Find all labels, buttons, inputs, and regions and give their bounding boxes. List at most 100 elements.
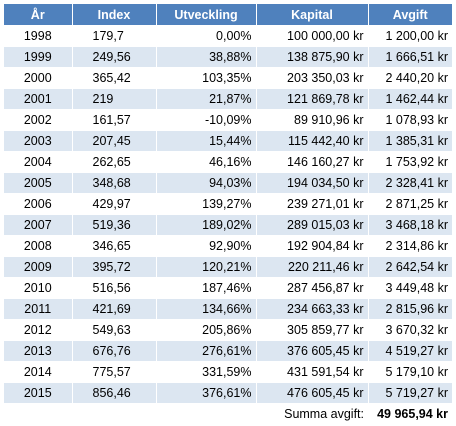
index-cell[interactable]: 346,65 [72, 235, 157, 257]
index-cell[interactable]: 395,72 [72, 256, 157, 278]
header-cell-year[interactable]: År [4, 4, 73, 26]
utveckling-cell[interactable]: 94,03% [156, 172, 257, 194]
utveckling-cell[interactable]: 46,16% [156, 151, 257, 173]
header-cell-index[interactable]: Index [72, 4, 157, 26]
avgift-cell[interactable]: 2 314,86 kr [368, 235, 452, 257]
table-row: 1999 249,56 38,88% 138 875,90 kr 1 666,51 kr [4, 46, 452, 68]
year-cell[interactable]: 2006 [4, 193, 73, 215]
kapital-cell[interactable]: 305 859,77 kr [256, 319, 369, 341]
kapital-cell[interactable]: 146 160,27 kr [256, 151, 369, 173]
avgift-cell[interactable]: 4 519,27 kr [368, 340, 452, 362]
table-row: 2013 676,76 276,61% 376 605,45 kr 4 519,27 k… [4, 340, 452, 362]
index-cell[interactable]: 249,56 [72, 46, 157, 68]
year-cell[interactable]: 2009 [4, 256, 73, 278]
index-cell[interactable]: 365,42 [72, 67, 157, 89]
year-cell[interactable]: 2001 [4, 88, 73, 110]
avgift-cell[interactable]: 1 666,51 kr [368, 46, 452, 68]
index-cell[interactable]: 429,97 [72, 193, 157, 215]
table-row: 1998 179,7 0,00% 100 000,00 kr 1 200,00 kr [4, 25, 452, 47]
avgift-cell[interactable]: 2 871,25 kr [368, 193, 452, 215]
kapital-cell[interactable]: 194 034,50 kr [256, 172, 369, 194]
utveckling-cell[interactable]: 376,61% [156, 382, 257, 404]
kapital-cell[interactable]: 89 910,96 kr [256, 109, 369, 131]
utveckling-cell[interactable]: 276,61% [156, 340, 257, 362]
kapital-cell[interactable]: 239 271,01 kr [256, 193, 369, 215]
index-cell[interactable]: 775,57 [72, 361, 157, 383]
index-cell[interactable]: 516,56 [72, 277, 157, 299]
index-cell[interactable]: 207,45 [72, 130, 157, 152]
utveckling-cell[interactable]: 120,21% [156, 256, 257, 278]
kapital-cell[interactable]: 192 904,84 kr [256, 235, 369, 257]
kapital-cell[interactable]: 431 591,54 kr [256, 361, 369, 383]
utveckling-cell[interactable]: 189,02% [156, 214, 257, 236]
year-cell[interactable]: 2012 [4, 319, 73, 341]
kapital-cell[interactable]: 203 350,03 kr [256, 67, 369, 89]
index-cell[interactable]: 219 [72, 88, 157, 110]
year-cell[interactable]: 1999 [4, 46, 73, 68]
year-cell[interactable]: 2002 [4, 109, 73, 131]
year-cell[interactable]: 1998 [4, 25, 73, 47]
avgift-cell[interactable]: 3 468,18 kr [368, 214, 452, 236]
year-cell[interactable]: 2000 [4, 67, 73, 89]
utveckling-cell[interactable]: -10,09% [156, 109, 257, 131]
kapital-cell[interactable]: 476 605,45 kr [256, 382, 369, 404]
year-cell[interactable]: 2007 [4, 214, 73, 236]
header-cell-utveckling[interactable]: Utveckling [156, 4, 257, 26]
year-cell[interactable]: 2005 [4, 172, 73, 194]
kapital-cell[interactable]: 289 015,03 kr [256, 214, 369, 236]
utveckling-cell[interactable]: 92,90% [156, 235, 257, 257]
avgift-cell[interactable]: 2 642,54 kr [368, 256, 452, 278]
header-cell-avgift[interactable]: Avgift [368, 4, 452, 26]
kapital-cell[interactable]: 376 605,45 kr [256, 340, 369, 362]
avgift-cell[interactable]: 1 385,31 kr [368, 130, 452, 152]
index-cell[interactable]: 348,68 [72, 172, 157, 194]
utveckling-cell[interactable]: 139,27% [156, 193, 257, 215]
kapital-cell[interactable]: 115 442,40 kr [256, 130, 369, 152]
index-cell[interactable]: 262,65 [72, 151, 157, 173]
utveckling-cell[interactable]: 0,00% [156, 25, 257, 47]
year-cell[interactable]: 2014 [4, 361, 73, 383]
kapital-cell[interactable]: 138 875,90 kr [256, 46, 369, 68]
utveckling-cell[interactable]: 187,46% [156, 277, 257, 299]
summary-value[interactable]: 49 965,94 kr [377, 407, 448, 421]
avgift-cell[interactable]: 5 179,10 kr [368, 361, 452, 383]
kapital-cell[interactable]: 220 211,46 kr [256, 256, 369, 278]
avgift-cell[interactable]: 1 462,44 kr [368, 88, 452, 110]
avgift-cell[interactable]: 2 440,20 kr [368, 67, 452, 89]
utveckling-cell[interactable]: 134,66% [156, 298, 257, 320]
index-cell[interactable]: 179,7 [72, 25, 157, 47]
header-cell-kapital[interactable]: Kapital [256, 4, 369, 26]
utveckling-cell[interactable]: 15,44% [156, 130, 257, 152]
avgift-cell[interactable]: 1 753,92 kr [368, 151, 452, 173]
avgift-cell[interactable]: 1 078,93 kr [368, 109, 452, 131]
utveckling-cell[interactable]: 21,87% [156, 88, 257, 110]
utveckling-cell[interactable]: 38,88% [156, 46, 257, 68]
avgift-cell[interactable]: 1 200,00 kr [368, 25, 452, 47]
avgift-cell[interactable]: 3 670,32 kr [368, 319, 452, 341]
kapital-cell[interactable]: 234 663,33 kr [256, 298, 369, 320]
year-cell[interactable]: 2004 [4, 151, 73, 173]
index-cell[interactable]: 421,69 [72, 298, 157, 320]
kapital-cell[interactable]: 100 000,00 kr [256, 25, 369, 47]
avgift-cell[interactable]: 5 719,27 kr [368, 382, 452, 404]
index-cell[interactable]: 549,63 [72, 319, 157, 341]
index-cell[interactable]: 856,46 [72, 382, 157, 404]
year-cell[interactable]: 2003 [4, 130, 73, 152]
year-cell[interactable]: 2013 [4, 340, 73, 362]
avgift-cell[interactable]: 3 449,48 kr [368, 277, 452, 299]
utveckling-cell[interactable]: 103,35% [156, 67, 257, 89]
kapital-cell[interactable]: 287 456,87 kr [256, 277, 369, 299]
year-cell[interactable]: 2011 [4, 298, 73, 320]
summary-label[interactable]: Summa avgift: [284, 407, 364, 421]
index-cell[interactable]: 676,76 [72, 340, 157, 362]
index-cell[interactable]: 161,57 [72, 109, 157, 131]
utveckling-cell[interactable]: 331,59% [156, 361, 257, 383]
year-cell[interactable]: 2015 [4, 382, 73, 404]
avgift-cell[interactable]: 2 328,41 kr [368, 172, 452, 194]
year-cell[interactable]: 2008 [4, 235, 73, 257]
index-cell[interactable]: 519,36 [72, 214, 157, 236]
avgift-cell[interactable]: 2 815,96 kr [368, 298, 452, 320]
utveckling-cell[interactable]: 205,86% [156, 319, 257, 341]
kapital-cell[interactable]: 121 869,78 kr [256, 88, 369, 110]
year-cell[interactable]: 2010 [4, 277, 73, 299]
